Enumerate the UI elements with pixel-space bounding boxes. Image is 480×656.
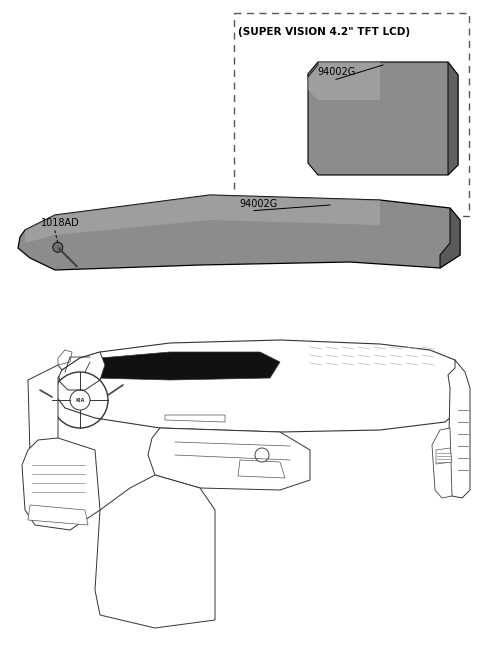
Polygon shape	[308, 62, 318, 77]
Polygon shape	[28, 505, 88, 525]
Polygon shape	[58, 352, 105, 390]
Text: (SUPER VISION 4.2" TFT LCD): (SUPER VISION 4.2" TFT LCD)	[238, 27, 410, 37]
Text: 1018AD: 1018AD	[41, 218, 80, 228]
Text: KIA: KIA	[75, 398, 84, 403]
Circle shape	[255, 448, 269, 462]
Polygon shape	[448, 360, 470, 498]
Polygon shape	[75, 352, 280, 380]
Polygon shape	[238, 460, 285, 478]
Polygon shape	[165, 415, 225, 422]
Text: 94002G: 94002G	[239, 199, 277, 209]
Circle shape	[53, 242, 63, 253]
Polygon shape	[25, 195, 380, 243]
Polygon shape	[308, 62, 458, 175]
Polygon shape	[28, 365, 62, 460]
Polygon shape	[436, 448, 452, 464]
Polygon shape	[95, 475, 215, 628]
Polygon shape	[58, 350, 72, 365]
Bar	[234, 13, 469, 216]
Polygon shape	[18, 195, 460, 270]
Polygon shape	[148, 428, 310, 490]
Polygon shape	[308, 62, 380, 100]
Polygon shape	[55, 340, 462, 432]
Polygon shape	[432, 428, 452, 498]
Polygon shape	[440, 208, 460, 268]
Text: 94002G: 94002G	[317, 68, 355, 77]
Polygon shape	[448, 62, 458, 175]
Polygon shape	[22, 438, 100, 530]
